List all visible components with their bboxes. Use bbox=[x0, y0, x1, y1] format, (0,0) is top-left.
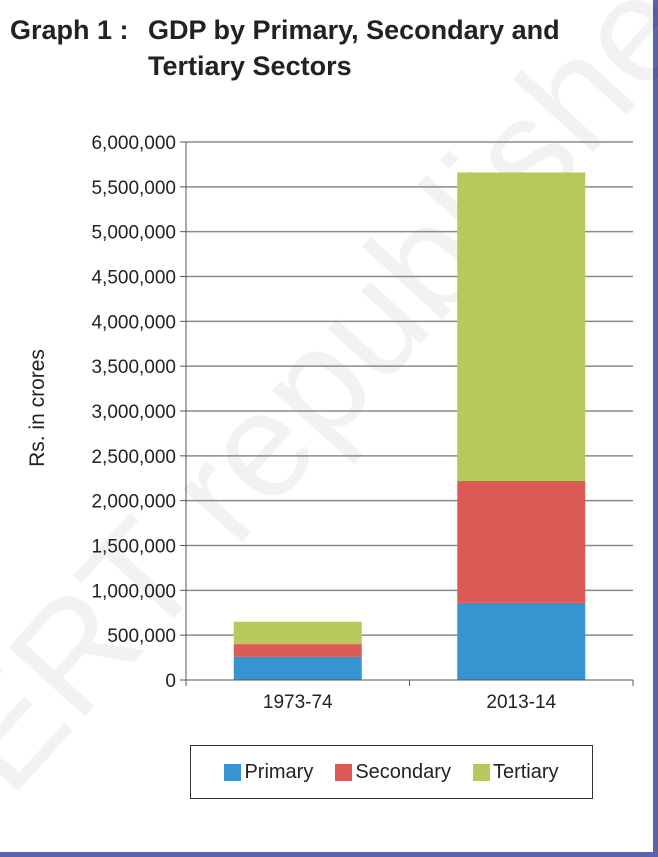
legend-label: Primary bbox=[244, 760, 314, 783]
legend: Primary Secondary Tertiary bbox=[190, 745, 593, 799]
x-axis-ticks: 1973-74 2013-14 bbox=[185, 680, 634, 713]
y-tick-label: 6,000,000 bbox=[91, 133, 176, 154]
x-tick-label: 2013-14 bbox=[486, 692, 556, 713]
legend-label: Secondary bbox=[355, 760, 451, 783]
y-tick-label: 500,000 bbox=[107, 626, 176, 647]
bar-primary-1973-74 bbox=[233, 656, 362, 680]
legend-swatch bbox=[224, 763, 242, 781]
chart-title-line2: Tertiary Sectors bbox=[148, 51, 352, 81]
y-tick-label: 1,500,000 bbox=[91, 537, 176, 558]
y-tick-label: 1,000,000 bbox=[91, 581, 176, 602]
legend-swatch bbox=[335, 763, 353, 781]
chart-title-line1: GDP by Primary, Secondary and bbox=[148, 15, 560, 45]
bar-primary-2013-14 bbox=[457, 602, 586, 680]
legend-item-secondary: Secondary bbox=[335, 761, 451, 784]
bar-secondary-2013-14 bbox=[457, 480, 586, 603]
bar-secondary-1973-74 bbox=[233, 644, 362, 657]
page-border-right bbox=[653, 0, 658, 857]
bar-tertiary-2013-14 bbox=[457, 172, 586, 481]
legend-item-primary: Primary bbox=[224, 761, 313, 784]
y-axis-ticks: 0 500,000 1,000,000 1,500,000 2,000,000 2,500… bbox=[91, 133, 186, 692]
legend-item-tertiary: Tertiary bbox=[472, 760, 559, 784]
chart-title: Graph 1 : GDP by Primary, Secondary and T… bbox=[10, 12, 560, 84]
y-tick-label: 2,500,000 bbox=[91, 447, 176, 468]
legend-swatch bbox=[472, 763, 490, 781]
bars bbox=[233, 172, 586, 680]
y-tick-label: 2,000,000 bbox=[91, 492, 176, 513]
x-tick-label: 1973-74 bbox=[263, 692, 333, 713]
y-tick-label: 4,000,000 bbox=[91, 312, 176, 333]
y-tick-label: 5,500,000 bbox=[91, 178, 176, 199]
y-axis-label: Rs. in crores bbox=[26, 349, 49, 467]
chart-title-prefix: Graph 1 : bbox=[10, 15, 129, 45]
y-tick-label: 3,500,000 bbox=[91, 357, 176, 378]
y-tick-label: 4,500,000 bbox=[91, 268, 176, 289]
page-border-bottom bbox=[0, 852, 658, 857]
y-tick-label: 5,000,000 bbox=[91, 223, 176, 244]
bar-tertiary-1973-74 bbox=[233, 621, 362, 645]
y-tick-label: 3,000,000 bbox=[91, 402, 176, 423]
y-tick-label: 0 bbox=[165, 671, 176, 692]
legend-label: Tertiary bbox=[492, 760, 559, 783]
